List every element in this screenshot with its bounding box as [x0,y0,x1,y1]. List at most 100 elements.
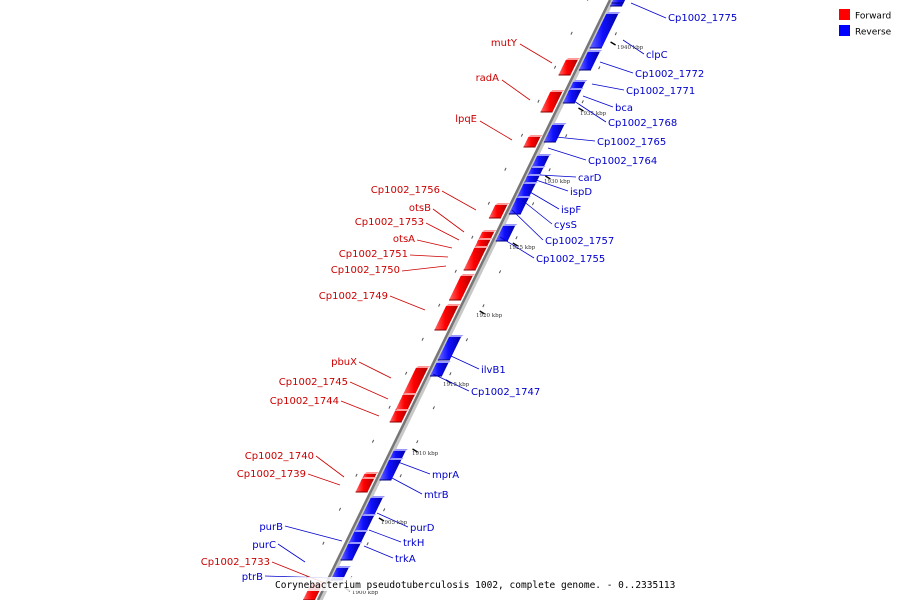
gene-bevel [354,530,369,532]
gene-leader-line [409,254,449,258]
gene-label-forward: pbuX [331,357,357,368]
tick-label: 1905 kbp [381,520,408,526]
gene-bevel [389,458,404,460]
gene-label-reverse: purB [259,522,283,533]
tick-label: 1925 kbp [509,245,536,251]
gene-bevel [587,50,603,52]
scale-tick [383,508,386,512]
gene-label-forward: lpqE [455,114,477,125]
scale-tick [421,337,424,341]
gene-bevel [446,304,461,306]
gene-bevel [394,409,410,411]
gene-face [508,198,529,214]
gene-face [402,368,428,396]
gene-leader-line [284,525,343,542]
scale-tick [565,134,568,138]
gene-face [543,125,565,142]
scale-tick [322,541,325,545]
gene-bevel [361,514,377,516]
gene-label-reverse: Cp1002_1747 [471,387,540,398]
gene-label-reverse: trkA [395,554,416,565]
gene-bevel [361,477,377,479]
major-tick [610,41,616,46]
gene-label-forward: otsB [409,203,431,214]
gene-face [434,306,459,330]
gene-leader-line [529,191,560,210]
reverse-gene-block [508,196,532,215]
gene-label-reverse: trkH [403,538,424,549]
gene-face [562,90,582,103]
gene-leader-line [432,208,465,233]
gene-leader-line [441,190,477,211]
scale-tick [405,371,408,375]
gene-leader-line [630,2,667,19]
gene-leader-line [432,373,470,392]
gene-bevel [552,123,567,125]
gene-leader-line [363,545,394,559]
gene-bevel [460,274,476,276]
gene-bevel [448,335,464,337]
gene-face [463,248,487,270]
gene-leader-line [521,199,553,225]
gene-leader-line [591,83,625,91]
gene-label-forward: Cp1002_1750 [331,265,400,276]
scale-tick [531,202,535,206]
forward-gene-block [355,477,377,493]
gene-leader-line [479,120,513,141]
reverse-gene-block [562,88,584,104]
gene-leader-line [391,477,423,495]
scale-tick [416,440,419,444]
scale-tick [614,32,617,36]
scale-tick [449,372,452,376]
gene-bevel [370,496,386,498]
scale-tick [487,201,490,205]
scale-tick [548,168,551,172]
gene-leader-line [349,381,389,400]
forward-gene-block [540,90,565,113]
tick-label: 1930 kbp [544,179,571,185]
gene-face [611,0,625,3]
page-title: Corynebacterium pseudotuberculosis 1002,… [275,580,675,591]
gene-bevel [527,174,542,176]
gene-bevel [573,80,588,82]
gene-label-reverse: Cp1002_1775 [668,13,737,24]
scale-tick [504,167,507,171]
legend-reverse-swatch [839,25,850,36]
forward-gene-block [434,304,461,331]
tick-label: 1940 kbp [617,45,644,51]
gene-leader-line [501,79,531,101]
gene-leader-line [547,147,587,161]
gene-label-reverse: ispF [561,205,581,216]
gene-label-reverse: mtrB [424,490,449,501]
gene-label-forward: Cp1002_1751 [339,249,408,260]
gene-bevel [495,203,510,205]
genome-backbone-shadow [317,0,615,600]
gene-label-forward: Cp1002_1739 [237,469,306,480]
gene-face [430,363,449,376]
gene-label-forward: Cp1002_1753 [355,217,424,228]
title-background [272,577,628,591]
scale-tick [598,66,601,70]
gene-leader-line [416,239,453,249]
gene-label-reverse: Cp1002_1768 [608,118,677,129]
gene-face [523,137,541,147]
reverse-gene-block [379,458,404,481]
gene-label-reverse: Cp1002_1771 [626,86,695,97]
gene-label-reverse: mprA [432,470,459,481]
scale-tick [432,406,435,410]
scale-tick [587,0,589,1]
gene-bevel [516,196,532,198]
gene-label-reverse: Cp1002_1764 [588,156,657,167]
scale-tick [371,439,375,443]
genome-backbone [316,0,612,600]
gene-face [558,60,578,75]
gene-label-reverse: purD [410,523,435,534]
reverse-gene-block [589,12,621,49]
gene-label-reverse: ispD [570,187,592,198]
gene-leader-line [307,473,341,486]
reverse-gene-block [437,335,464,361]
reverse-gene-block [611,0,625,4]
gene-bevel [402,393,418,395]
scale-tick [498,270,502,274]
